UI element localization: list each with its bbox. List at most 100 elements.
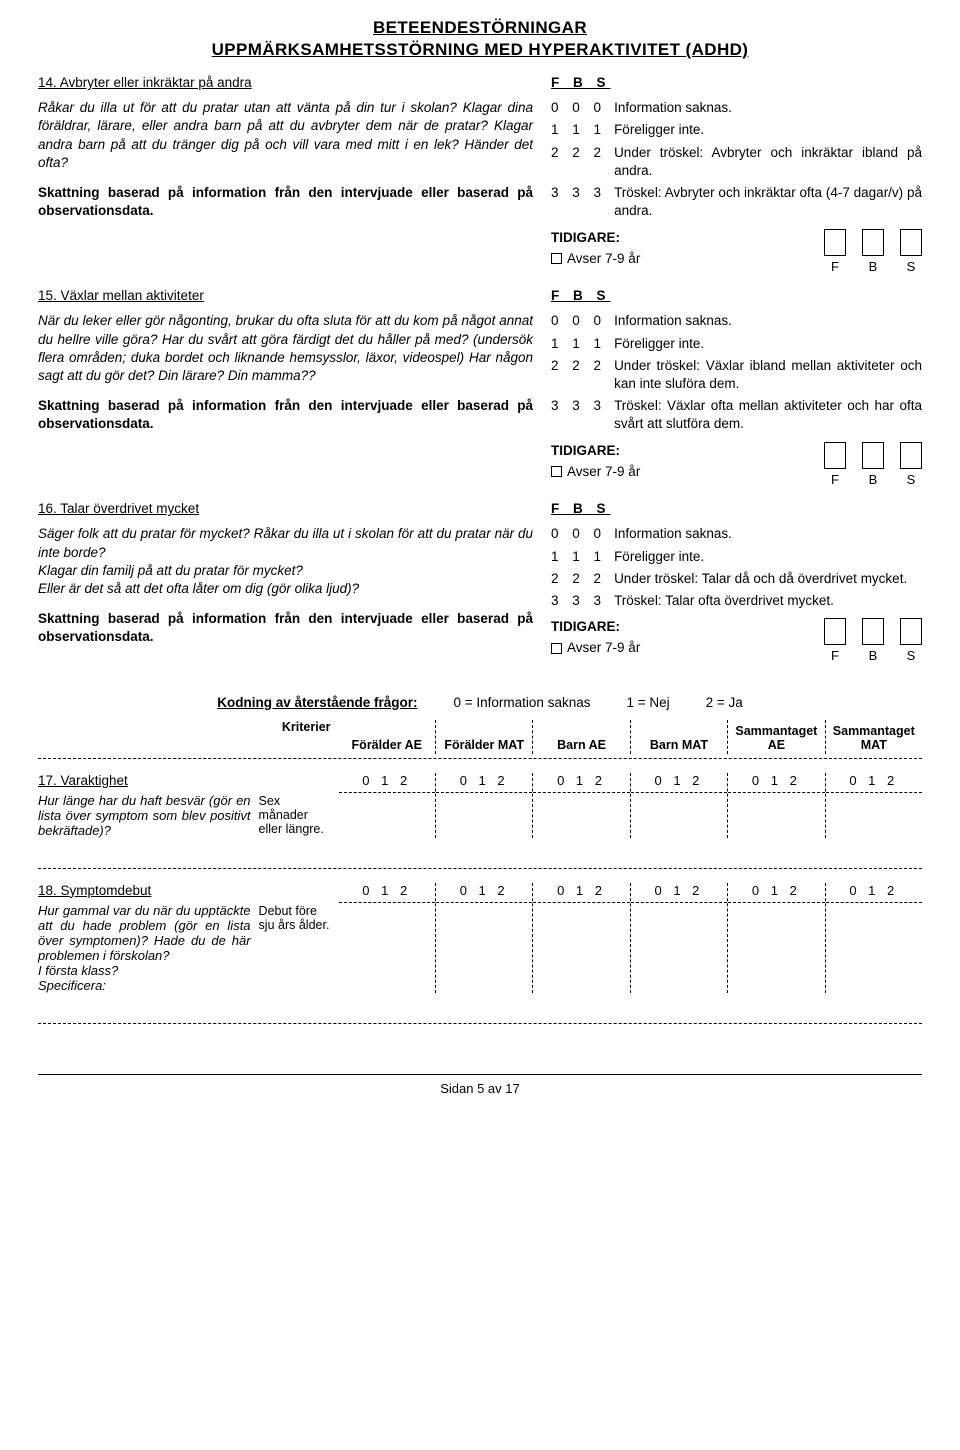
tidigare-label: TIDIGARE: [551, 229, 814, 247]
grid-value[interactable]: 0 1 2 [533, 883, 629, 903]
title-sub: UPPMÄRKSAMHETSSTÖRNING MED HYPERAKTIVITE… [38, 40, 922, 60]
scale-text: Föreligger inte. [614, 335, 922, 353]
coding-lead: Kodning av återstående frågor: [217, 695, 417, 710]
fbs-header: F B S [551, 500, 922, 518]
scale-code: 3 3 3 [551, 397, 606, 433]
coding-0: 0 = Information saknas [454, 695, 591, 710]
row-divider [38, 1023, 922, 1024]
checkbox-avser[interactable] [551, 466, 562, 477]
q17-question: Hur länge har du haft besvär (gör en lis… [38, 793, 251, 838]
title-main: BETEENDESTÖRNINGAR [38, 18, 922, 38]
input-box-f[interactable] [824, 618, 846, 645]
coding-legend: Kodning av återstående frågor: 0 = Infor… [38, 695, 922, 710]
scale-text: Information saknas. [614, 525, 922, 543]
grid-head-c2: Förälder MAT [441, 738, 527, 752]
question-16: 16. Talar överdrivet mycket Säger folk a… [38, 500, 922, 665]
avser-label: Avser 7-9 år [567, 250, 640, 268]
coding-2: 2 = Ja [706, 695, 743, 710]
fbs-header: F B S [551, 74, 922, 92]
grid-value[interactable]: 0 1 2 [339, 773, 435, 793]
grid-head-c3: Barn AE [554, 738, 609, 752]
box-letter: F [831, 647, 839, 665]
grid-value[interactable]: 0 1 2 [436, 773, 532, 793]
grid-head-kriterier: Kriterier [38, 720, 339, 754]
box-letter: B [869, 258, 878, 276]
q16-prompt-1: Säger folk att du pratar för mycket? Råk… [38, 525, 533, 561]
q16-prompt-2: Klagar din familj på att du pratar för m… [38, 562, 533, 580]
grid-value[interactable]: 0 1 2 [339, 883, 435, 903]
grid-value[interactable]: 0 1 2 [728, 883, 824, 903]
scale-text: Föreligger inte. [614, 121, 922, 139]
scale-text: Under tröskel: Avbryter och inkräktar ib… [614, 144, 922, 180]
q14-right: F B S 0 0 0 Information saknas. 1 1 1 Före… [551, 74, 922, 275]
grid-head-c1: Förälder AE [349, 738, 425, 752]
input-box-b[interactable] [862, 229, 884, 256]
coding-1: 1 = Nej [626, 695, 669, 710]
scale-text: Under tröskel: Växlar ibland mellan akti… [614, 357, 922, 393]
fbs-input-boxes: F B S [824, 618, 922, 665]
grid-head-c6: Sammantaget MAT [826, 724, 922, 752]
page: BETEENDESTÖRNINGAR UPPMÄRKSAMHETSSTÖRNIN… [0, 0, 960, 1116]
page-header: BETEENDESTÖRNINGAR UPPMÄRKSAMHETSSTÖRNIN… [38, 18, 922, 60]
input-box-b[interactable] [862, 442, 884, 469]
scale-code: 1 1 1 [551, 335, 606, 353]
grid-value[interactable]: 0 1 2 [826, 773, 922, 793]
input-box-s[interactable] [900, 618, 922, 645]
grid-row-18: 18. Symptomdebut Hur gammal var du när d… [38, 883, 922, 993]
q15-title: 15. Växlar mellan aktiviteter [38, 287, 533, 305]
grid-value[interactable]: 0 1 2 [826, 883, 922, 903]
q16-right: F B S 0 0 0Information saknas. 1 1 1Före… [551, 500, 922, 665]
grid-value[interactable]: 0 1 2 [728, 773, 824, 793]
scale-text: Tröskel: Växlar ofta mellan aktiviteter … [614, 397, 922, 433]
grid-value[interactable]: 0 1 2 [631, 773, 727, 793]
scale-code: 2 2 2 [551, 357, 606, 393]
box-letter: S [907, 647, 916, 665]
q18-criteria: Debut före sju års ålder. [259, 903, 331, 993]
input-box-b[interactable] [862, 618, 884, 645]
q15-prompt: När du leker eller gör någonting, brukar… [38, 312, 533, 385]
scale-code: 3 3 3 [551, 184, 606, 220]
q16-note: Skattning baserad på information från de… [38, 610, 533, 646]
input-box-s[interactable] [900, 229, 922, 256]
q18-question: Hur gammal var du när du upptäckte att d… [38, 903, 251, 993]
fbs-input-boxes: F B S [824, 442, 922, 489]
grid-value[interactable]: 0 1 2 [631, 883, 727, 903]
fbs-header: F B S [551, 287, 922, 305]
grid-row-17: 17. Varaktighet Hur länge har du haft be… [38, 773, 922, 838]
row-divider [38, 868, 922, 869]
q14-left: 14. Avbryter eller inkräktar på andra Rå… [38, 74, 533, 275]
scale-code: 2 2 2 [551, 144, 606, 180]
input-box-s[interactable] [900, 442, 922, 469]
grid-value[interactable]: 0 1 2 [436, 883, 532, 903]
question-14: 14. Avbryter eller inkräktar på andra Rå… [38, 74, 922, 275]
input-box-f[interactable] [824, 442, 846, 469]
tidigare-label: TIDIGARE: [551, 618, 814, 636]
tidigare-block: TIDIGARE: Avser 7-9 år F B S [551, 442, 922, 489]
tidigare-label: TIDIGARE: [551, 442, 814, 460]
input-box-f[interactable] [824, 229, 846, 256]
checkbox-avser[interactable] [551, 253, 562, 264]
scale-code: 1 1 1 [551, 121, 606, 139]
q16-prompt: Säger folk att du pratar för mycket? Råk… [38, 525, 533, 598]
question-15: 15. Växlar mellan aktiviteter När du lek… [38, 287, 922, 488]
coding-grid: Kriterier Förälder AE Förälder MAT Barn … [38, 720, 922, 1024]
q17-criteria: Sex månader eller längre. [259, 793, 331, 838]
tidigare-block: TIDIGARE: Avser 7-9 år F B S [551, 618, 922, 665]
scale-code: 0 0 0 [551, 99, 606, 117]
scale-code: 3 3 3 [551, 592, 606, 610]
q17-title: 17. Varaktighet [38, 773, 331, 788]
scale-text: Föreligger inte. [614, 548, 922, 566]
box-letter: S [907, 258, 916, 276]
scale-code: 0 0 0 [551, 525, 606, 543]
fbs-input-boxes: F B S [824, 229, 922, 276]
q16-title: 16. Talar överdrivet mycket [38, 500, 533, 518]
grid-value[interactable]: 0 1 2 [533, 773, 629, 793]
scale-text: Information saknas. [614, 99, 922, 117]
avser-label: Avser 7-9 år [567, 463, 640, 481]
checkbox-avser[interactable] [551, 643, 562, 654]
scale-text: Tröskel: Talar ofta överdrivet mycket. [614, 592, 922, 610]
q15-left: 15. Växlar mellan aktiviteter När du lek… [38, 287, 533, 488]
q16-prompt-3: Eller är det så att det ofta låter om di… [38, 580, 533, 598]
box-letter: S [907, 471, 916, 489]
grid-header-row: Kriterier Förälder AE Förälder MAT Barn … [38, 720, 922, 759]
